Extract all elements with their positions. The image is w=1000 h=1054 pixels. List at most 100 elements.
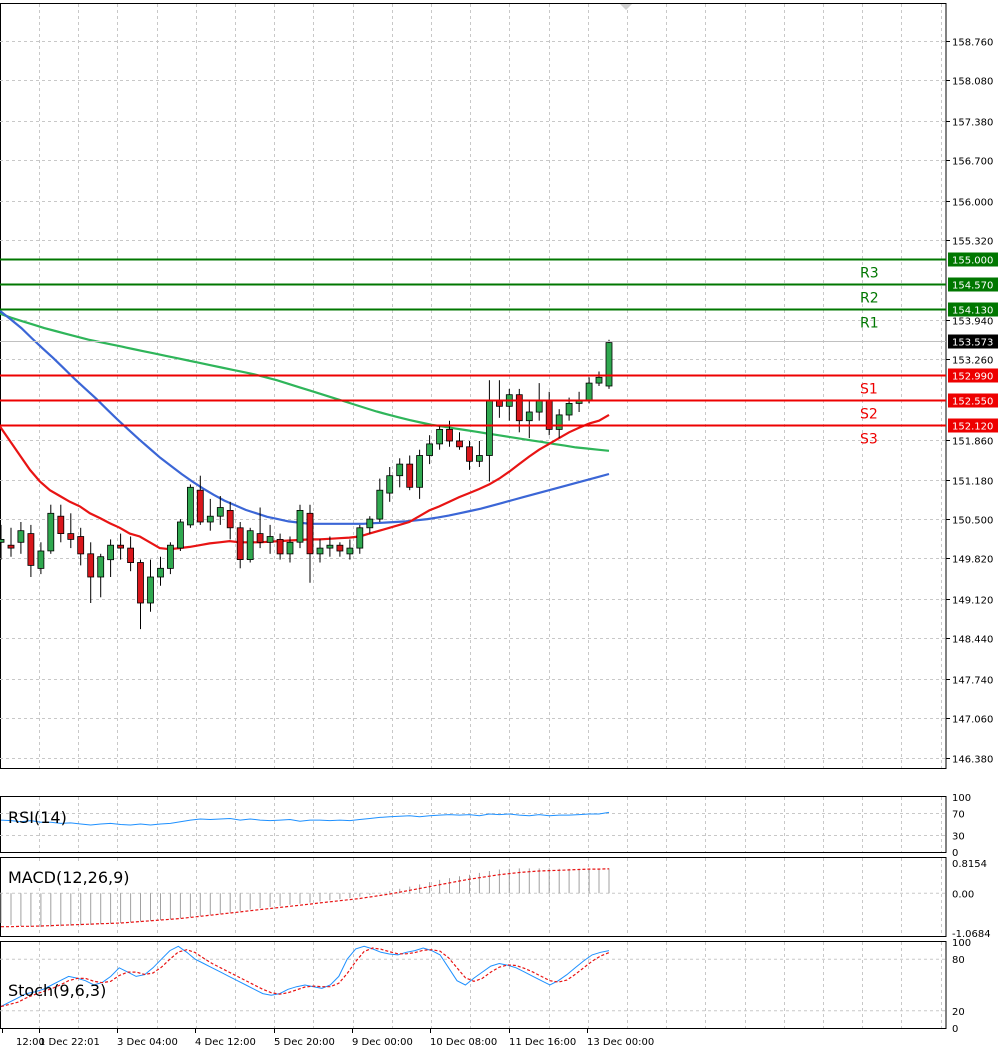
- ma-red-line: [0, 413, 610, 551]
- candle-down: [137, 562, 144, 604]
- candle-down: [127, 547, 134, 563]
- pane-frame-main: [0, 3, 947, 769]
- level-value-s3: 152.120: [952, 422, 993, 433]
- candle-up: [565, 402, 573, 416]
- candle-up: [346, 547, 354, 555]
- candle-up: [157, 567, 164, 578]
- time-tick-label: 1 Dec 22:01: [39, 1037, 100, 1048]
- price-tick-label: 158.080: [952, 77, 993, 88]
- ma-blue-line: [0, 309, 610, 525]
- level-label-s3: S3: [860, 432, 878, 448]
- rsi-tick-label: 70: [952, 810, 965, 821]
- candle-down: [336, 544, 344, 552]
- level-tag-r3: [948, 252, 998, 267]
- candle-up: [475, 455, 483, 462]
- candle-up: [386, 475, 394, 494]
- current-price-label: 153.573: [952, 338, 993, 349]
- candle-up: [0, 539, 5, 543]
- time-tick-label: 5 Dec 20:00: [274, 1037, 335, 1048]
- price-tick-label: 153.940: [952, 317, 993, 328]
- candle-down: [466, 446, 473, 462]
- level-tag-r1: [948, 302, 998, 317]
- candle-up: [107, 544, 114, 561]
- level-label-r2: R2: [860, 291, 879, 307]
- candle-down: [57, 515, 65, 535]
- candle-up: [166, 544, 174, 569]
- candle-up: [585, 382, 593, 401]
- candle-up: [216, 507, 224, 517]
- candle-up: [426, 443, 434, 456]
- candle-down: [77, 536, 85, 555]
- candle-up: [206, 515, 214, 523]
- candle-up: [356, 527, 364, 549]
- level-value-r2: 154.570: [952, 281, 993, 292]
- rsi-tick-label: 0: [952, 848, 958, 859]
- chart-shift-marker: [620, 4, 632, 10]
- stoch-tick-label: 0: [952, 1024, 958, 1035]
- level-value-r1: 154.130: [952, 306, 993, 317]
- candle-up: [485, 400, 493, 456]
- price-tick-label: 158.760: [952, 38, 993, 49]
- candle-down: [456, 440, 463, 448]
- macd-tick-label: 0.8154: [952, 859, 987, 870]
- candle-down: [256, 533, 264, 543]
- ma-green-line: [0, 312, 610, 452]
- time-tick-label: 9 Dec 00:00: [352, 1037, 413, 1048]
- price-tick-label: 149.820: [952, 555, 993, 566]
- candle-up: [605, 342, 613, 387]
- candle-up: [17, 530, 25, 543]
- price-tick-label: 153.260: [952, 356, 993, 367]
- price-tick-label: 155.320: [952, 237, 993, 248]
- price-tick-label: 156.000: [952, 198, 993, 209]
- candle-down: [226, 509, 234, 529]
- candle-down: [515, 394, 523, 422]
- price-tick-label: 148.440: [952, 635, 993, 646]
- candle-up: [535, 400, 543, 413]
- price-tick-label: 147.740: [952, 676, 993, 687]
- time-tick-label: 13 Dec 00:00: [587, 1037, 654, 1048]
- price-tick-label: 156.700: [952, 157, 993, 168]
- level-tag-s3: [948, 418, 998, 433]
- level-value-s2: 152.550: [952, 397, 993, 408]
- pane-frame-sto: [0, 941, 947, 1029]
- candle-up: [266, 536, 274, 543]
- candle-down: [276, 539, 284, 555]
- candle-up: [316, 547, 324, 555]
- macd-tick-label: 0.00: [952, 889, 974, 900]
- candle-down: [87, 553, 95, 578]
- macd-signal-line: [1, 868, 610, 928]
- price-tick-label: 149.120: [952, 596, 993, 607]
- price-tick-label: 146.380: [952, 755, 993, 766]
- price-tick-label: 157.380: [952, 118, 993, 129]
- candle-down: [446, 428, 453, 442]
- time-tick-label: 11 Dec 16:00: [509, 1037, 576, 1048]
- candle-up: [436, 428, 444, 445]
- pane-frame-rsi: [0, 796, 947, 853]
- time-tick-label: 12:00: [16, 1037, 45, 1048]
- rsi-title: RSI(14): [8, 808, 67, 827]
- macd-title: MACD(12,26,9): [8, 868, 130, 887]
- stoch-title: Stoch(9,6,3): [8, 981, 106, 1000]
- macd-tick-label: -1.0684: [952, 929, 991, 940]
- rsi-tick-label: 30: [952, 832, 965, 843]
- candle-up: [525, 411, 533, 422]
- level-label-s1: S1: [860, 382, 878, 398]
- candle-up: [376, 489, 384, 520]
- time-tick-label: 10 Dec 08:00: [430, 1037, 497, 1048]
- candle-up: [147, 576, 154, 604]
- candle-down: [7, 544, 15, 549]
- candle-up: [186, 486, 194, 526]
- level-label-r1: R1: [860, 316, 879, 332]
- level-tag-s2: [948, 393, 998, 408]
- level-label-s2: S2: [860, 407, 878, 423]
- candle-up: [366, 518, 374, 529]
- candle-down: [196, 489, 204, 523]
- candle-up: [595, 376, 603, 384]
- stoch-tick-label: 100: [952, 938, 971, 949]
- candle-up: [246, 530, 254, 561]
- candle-up: [97, 556, 105, 578]
- candle-down: [117, 544, 124, 549]
- level-value-s1: 152.990: [952, 372, 993, 383]
- level-label-r3: R3: [860, 266, 879, 282]
